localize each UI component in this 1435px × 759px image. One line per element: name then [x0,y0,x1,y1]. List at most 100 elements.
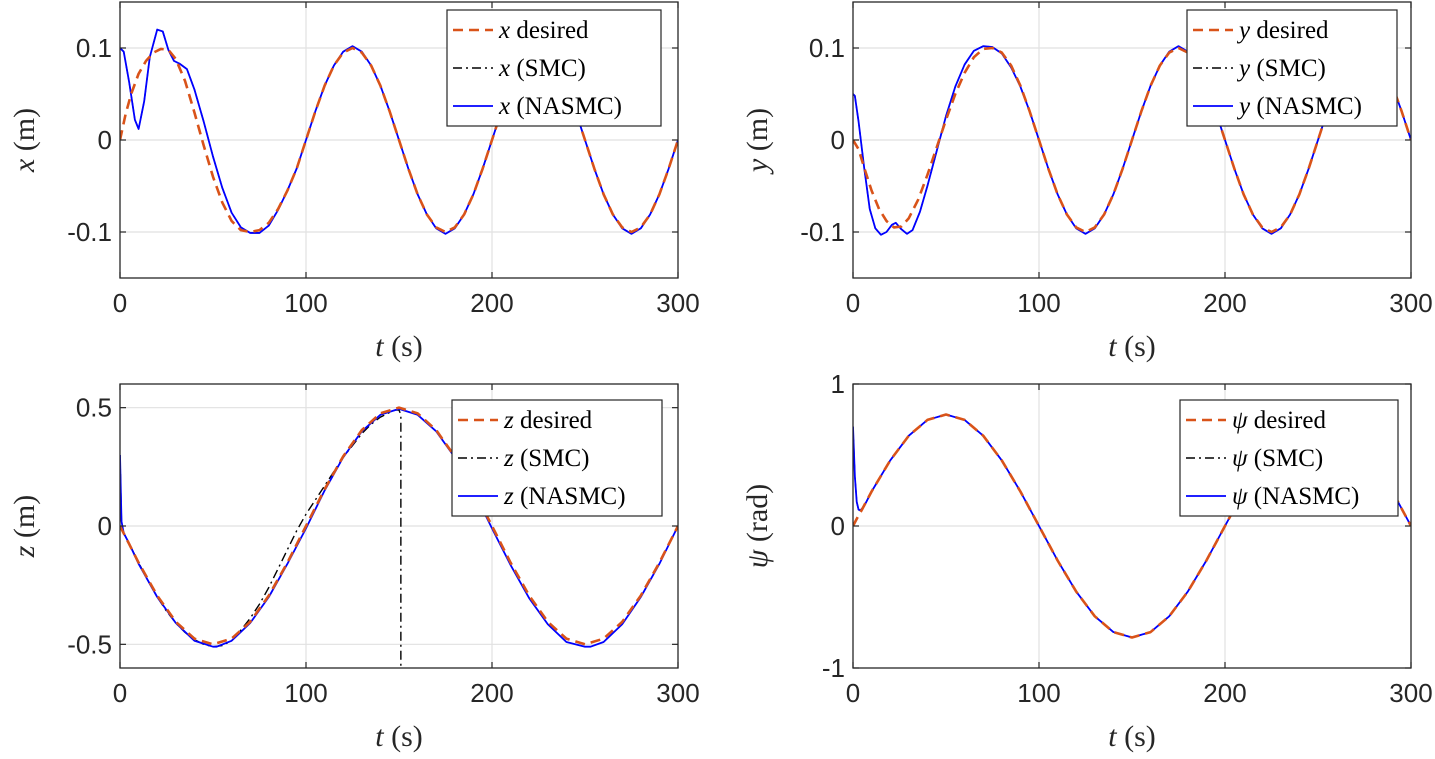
label-variable: ψ [1232,445,1248,472]
x-tick-label: 0 [113,288,127,318]
legend-label-nasmc: y (NASMC) [1236,93,1362,120]
label-variable: ψ [741,548,774,568]
x-tick-label: 300 [1389,678,1432,708]
series-line-smc [120,409,402,668]
label-variable: y [1236,93,1251,120]
label-variable: t [375,720,384,753]
label-text: (SMC) [514,445,590,472]
label-variable: z [503,445,514,472]
legend-label-nasmc: ψ (NASMC) [1232,483,1359,510]
x-axis-label: t (s) [1108,330,1156,363]
label-variable: t [1108,720,1117,753]
x-tick-label: 300 [1389,288,1432,318]
label-variable: y [741,158,774,175]
legend-label-smc: x (SMC) [498,55,586,82]
series-group [853,45,1411,236]
y-axis-label: x (m) [8,108,41,173]
x-tick-label: 300 [656,678,699,708]
label-variable: x [498,17,510,44]
x-tick-label: 0 [846,678,860,708]
y-axis-label: y (m) [741,108,774,175]
y-tick-label: -0.1 [800,217,845,247]
x-tick-label: 100 [284,678,327,708]
y-tick-label: 0 [98,511,112,541]
label-text: (m) [8,108,41,159]
legend-label-nasmc: x (NASMC) [498,93,622,120]
label-text: (SMC) [1248,445,1324,472]
label-text: (NASMC) [510,93,622,120]
series-line-desired [120,46,678,234]
series-line-desired [120,406,678,646]
label-text: desired [1248,407,1327,434]
legend-label-desired: ψ desired [1232,407,1326,434]
x-tick-label: 200 [470,678,513,708]
label-variable: y [1236,55,1251,82]
y-tick-label: 1 [831,369,845,399]
x-axis-label: t (s) [1108,720,1156,753]
y-tick-label: -0.1 [67,217,112,247]
y-tick-label: -0.5 [67,629,112,659]
label-variable: x [8,158,41,173]
series-line-desired [853,46,1411,234]
y-tick-label: 0.1 [76,33,112,63]
label-variable: t [375,330,384,363]
y-tick-label: 0 [831,125,845,155]
x-tick-label: 100 [1017,678,1060,708]
y-axis-label: z (m) [8,495,41,559]
label-variable: z [503,407,514,434]
label-variable: y [1236,17,1251,44]
label-text: (SMC) [1250,55,1326,82]
x-tick-label: 300 [656,288,699,318]
label-variable: z [8,545,41,558]
x-axis-label: t (s) [375,330,423,363]
x-tick-label: 0 [846,288,860,318]
label-text: (rad) [741,484,774,550]
legend-label-desired: y desired [1236,17,1329,44]
label-text: (m) [741,108,774,159]
x-tick-label: 200 [1203,288,1246,318]
label-text: (s) [1117,720,1156,753]
y-tick-label: 0.5 [76,393,112,423]
label-text: (NASMC) [1248,483,1360,510]
legend-label-smc: z (SMC) [503,445,589,472]
label-text: (s) [384,330,423,363]
y-tick-label: 0 [98,125,112,155]
label-text: desired [514,407,593,434]
label-text: (SMC) [510,55,586,82]
legend-label-smc: y (SMC) [1236,55,1326,82]
label-variable: x [498,93,510,120]
label-text: (NASMC) [514,483,626,510]
label-text: desired [1250,17,1329,44]
x-tick-label: 200 [470,288,513,318]
label-variable: x [498,55,510,82]
label-variable: ψ [1232,483,1248,510]
label-text: (s) [384,720,423,753]
y-tick-label: -1 [822,653,845,683]
label-text: (m) [8,495,41,546]
x-tick-label: 100 [1017,288,1060,318]
y-axis-label: ψ (rad) [741,484,774,568]
label-variable: t [1108,330,1117,363]
y-tick-label: 0.1 [809,33,845,63]
x-axis-label: t (s) [375,720,423,753]
legend-label-desired: x desired [498,17,589,44]
label-text: (s) [1117,330,1156,363]
y-tick-label: 0 [831,511,845,541]
label-text: desired [510,17,589,44]
x-tick-label: 100 [284,288,327,318]
label-variable: z [503,483,514,510]
legend-label-nasmc: z (NASMC) [503,483,626,510]
legend-label-desired: z desired [503,407,593,434]
legend-label-smc: ψ (SMC) [1232,445,1323,472]
x-tick-label: 200 [1203,678,1246,708]
series-group [120,406,678,668]
